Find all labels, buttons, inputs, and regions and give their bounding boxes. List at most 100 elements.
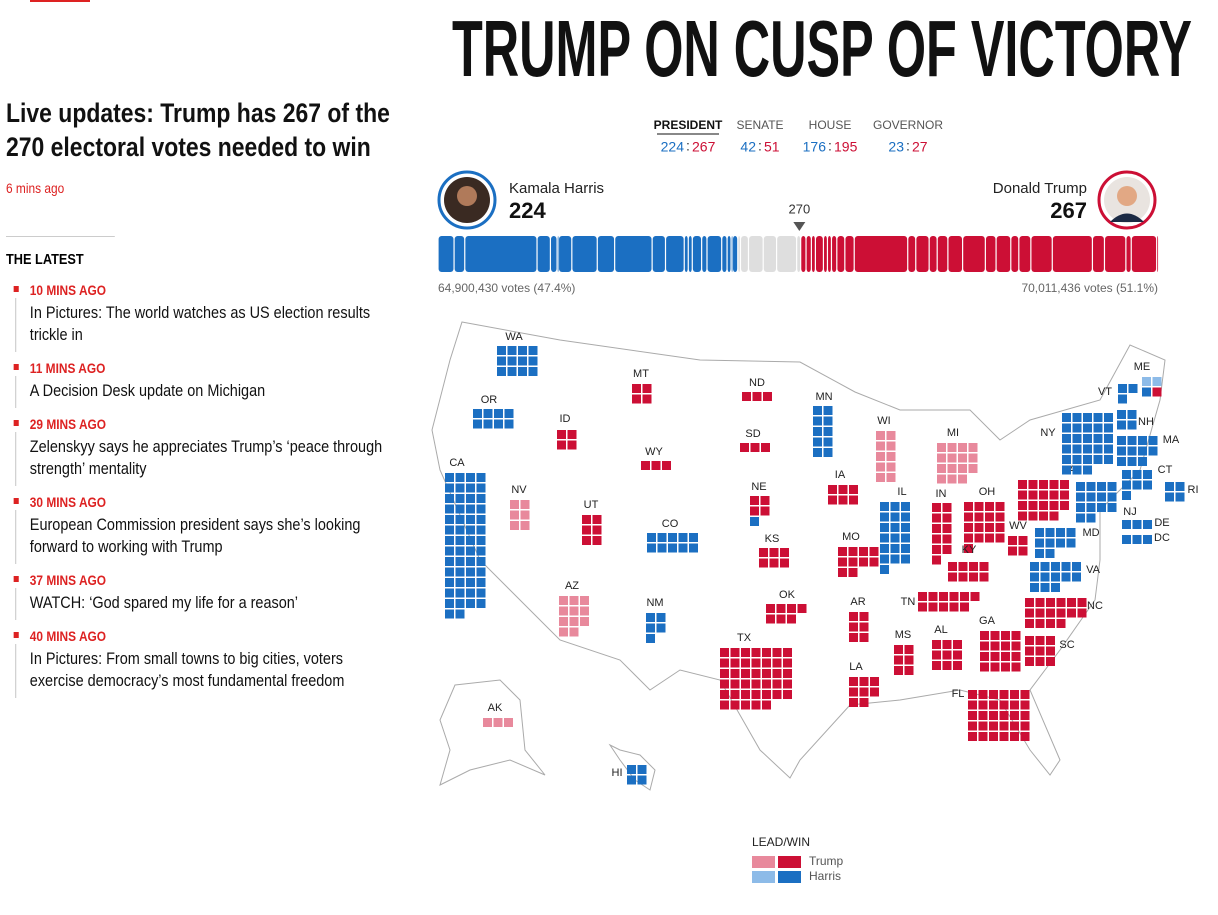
state-tile bbox=[763, 392, 772, 401]
state-tile bbox=[772, 669, 782, 678]
state-tile bbox=[848, 557, 858, 567]
bar-segment bbox=[1031, 236, 1052, 272]
state-tile bbox=[559, 627, 568, 637]
state-tile bbox=[1020, 711, 1030, 720]
state-tile bbox=[787, 604, 796, 613]
state-label: WI bbox=[877, 415, 890, 427]
state-tile bbox=[1104, 423, 1113, 433]
state-tile bbox=[979, 562, 989, 571]
state-label: KY bbox=[962, 544, 977, 556]
state-tile bbox=[990, 662, 1000, 672]
state-tile bbox=[828, 495, 837, 505]
state-tile bbox=[1008, 546, 1017, 556]
legend-swatch bbox=[752, 871, 775, 883]
race-tab[interactable]: GOVERNOR bbox=[873, 118, 943, 132]
state-tile bbox=[1025, 608, 1034, 618]
state-tile bbox=[646, 623, 655, 633]
state-tile bbox=[689, 533, 698, 542]
state-tile bbox=[1138, 436, 1147, 445]
state-label: VT bbox=[1098, 386, 1112, 398]
headline[interactable]: Live updates: Trump has 267 of the 270 e… bbox=[6, 98, 390, 162]
state-tile bbox=[455, 567, 465, 577]
state-tile bbox=[750, 506, 759, 516]
state-tile bbox=[1152, 377, 1162, 386]
state-tile bbox=[813, 406, 822, 415]
state-tile bbox=[1086, 492, 1096, 502]
state-tile bbox=[949, 602, 959, 612]
state-tile bbox=[476, 525, 486, 535]
state-tile bbox=[1062, 455, 1071, 464]
state-tile bbox=[1025, 598, 1034, 607]
state-tile bbox=[741, 690, 750, 699]
state-tile bbox=[741, 648, 750, 657]
state-tile bbox=[901, 512, 910, 522]
state-tile bbox=[1010, 700, 1019, 710]
state-tile bbox=[876, 431, 885, 440]
state-label: SC bbox=[1059, 639, 1074, 651]
state-tile bbox=[569, 627, 579, 637]
state-tile bbox=[904, 655, 914, 665]
latest-item[interactable]: 29 MINS AGO Zelenskyy says he appreciates… bbox=[13, 416, 382, 486]
state-tile bbox=[632, 384, 641, 393]
state-tile bbox=[678, 543, 688, 553]
bar-segment bbox=[727, 236, 731, 272]
state-tile bbox=[968, 721, 977, 731]
state-tile bbox=[942, 640, 952, 649]
state-tile bbox=[668, 533, 677, 542]
latest-item[interactable]: 40 MINS AGO In Pictures: From small towns… bbox=[13, 628, 380, 698]
bar-segment bbox=[763, 236, 776, 272]
state-tile bbox=[953, 650, 962, 660]
state-tile bbox=[641, 461, 650, 470]
state-tile bbox=[657, 533, 667, 542]
latest-item[interactable]: 11 MINS AGO A Decision Desk update on Mic… bbox=[13, 360, 380, 408]
bar-segment bbox=[963, 236, 985, 272]
state-tile bbox=[1072, 423, 1082, 433]
state-tile bbox=[772, 648, 782, 657]
state-tile bbox=[455, 515, 465, 524]
state-tile bbox=[1076, 503, 1085, 512]
state-tile bbox=[772, 658, 782, 668]
race-tab[interactable]: SENATE bbox=[736, 118, 783, 132]
state-tile bbox=[1072, 434, 1082, 443]
state-tile bbox=[1035, 549, 1044, 558]
state-label: NV bbox=[511, 484, 527, 496]
state-tile bbox=[751, 679, 761, 689]
state-tile bbox=[995, 512, 1005, 522]
state-tile bbox=[455, 494, 465, 503]
state-tile bbox=[859, 677, 869, 686]
state-tile bbox=[937, 443, 946, 452]
state-tile bbox=[947, 474, 957, 484]
state-tile bbox=[497, 356, 506, 366]
state-tile bbox=[849, 622, 858, 632]
state-tile bbox=[1097, 503, 1106, 512]
race-tab[interactable]: HOUSE bbox=[809, 118, 852, 132]
state-tile bbox=[1018, 501, 1027, 510]
popular-vote: 64,900,430 votes (47.4%) bbox=[438, 281, 575, 295]
state-tile bbox=[1018, 511, 1027, 521]
state-tile bbox=[637, 765, 647, 774]
state-tile bbox=[759, 558, 768, 568]
latest-item[interactable]: 37 MINS AGO WATCH: ‘God spared my life fo… bbox=[13, 572, 380, 620]
state-tile bbox=[968, 700, 977, 710]
state-tile bbox=[1049, 480, 1059, 489]
state-tile bbox=[766, 604, 775, 613]
state-tile bbox=[1117, 420, 1126, 430]
state-tile bbox=[978, 711, 988, 720]
candidate-name: Kamala Harris bbox=[509, 180, 604, 197]
state-label: TN bbox=[901, 596, 916, 608]
state-tile bbox=[999, 700, 1009, 710]
state-tile bbox=[968, 464, 978, 473]
latest-item[interactable]: 30 MINS AGO European Commission president… bbox=[13, 494, 380, 564]
race-trump: 51 bbox=[764, 139, 780, 155]
state-tile bbox=[886, 462, 896, 472]
state-tile bbox=[520, 521, 530, 530]
state-tile bbox=[1093, 455, 1103, 464]
latest-item[interactable]: 10 MINS AGO In Pictures: The world watche… bbox=[13, 282, 380, 352]
state-tile bbox=[476, 536, 486, 545]
state-tile bbox=[787, 614, 796, 624]
state-tile bbox=[942, 513, 952, 523]
race-tab[interactable]: PRESIDENT bbox=[654, 118, 723, 132]
state-tile bbox=[1039, 501, 1048, 510]
state-tile bbox=[932, 555, 941, 565]
bar-segment bbox=[811, 236, 815, 272]
